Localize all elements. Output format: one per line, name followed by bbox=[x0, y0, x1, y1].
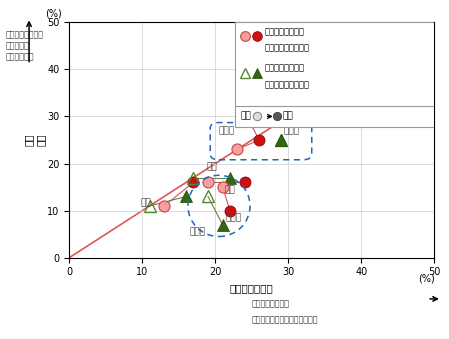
Text: インド: インド bbox=[218, 126, 234, 135]
Text: 韓国: 韓国 bbox=[224, 186, 235, 195]
Bar bbox=[235, 22, 435, 108]
Text: 現状: 現状 bbox=[240, 112, 251, 120]
Text: ドイツ: ドイツ bbox=[189, 227, 205, 236]
Text: (%): (%) bbox=[45, 9, 62, 19]
Text: 日本企業との関係性: 日本企業との関係性 bbox=[264, 43, 310, 53]
X-axis label: 協調・連携関係: 協調・連携関係 bbox=[230, 283, 274, 293]
Text: (%): (%) bbox=[418, 273, 435, 283]
Text: ドイツ: ドイツ bbox=[225, 213, 242, 222]
Text: 米国: 米国 bbox=[404, 98, 414, 107]
Text: 米国: 米国 bbox=[206, 162, 217, 171]
Bar bbox=[235, 106, 435, 127]
Text: 各国企業から見た: 各国企業から見た bbox=[264, 27, 304, 36]
Text: 中国: 中国 bbox=[360, 83, 370, 93]
Text: 協調・連携関係と認識している: 協調・連携関係と認識している bbox=[252, 315, 318, 324]
Text: インド: インド bbox=[284, 126, 300, 135]
Y-axis label: 競合
関係: 競合 関係 bbox=[24, 134, 46, 146]
Text: より多くの企業が: より多くの企業が bbox=[252, 299, 290, 308]
Text: より多くの企業が
競合関係と
認識している: より多くの企業が 競合関係と 認識している bbox=[5, 30, 43, 61]
Text: 日本企業から見た: 日本企業から見た bbox=[264, 63, 304, 73]
Text: 韓国: 韓国 bbox=[141, 198, 151, 207]
Text: 各国企業との関係性: 各国企業との関係性 bbox=[264, 80, 310, 89]
Text: 今後: 今後 bbox=[283, 112, 294, 120]
